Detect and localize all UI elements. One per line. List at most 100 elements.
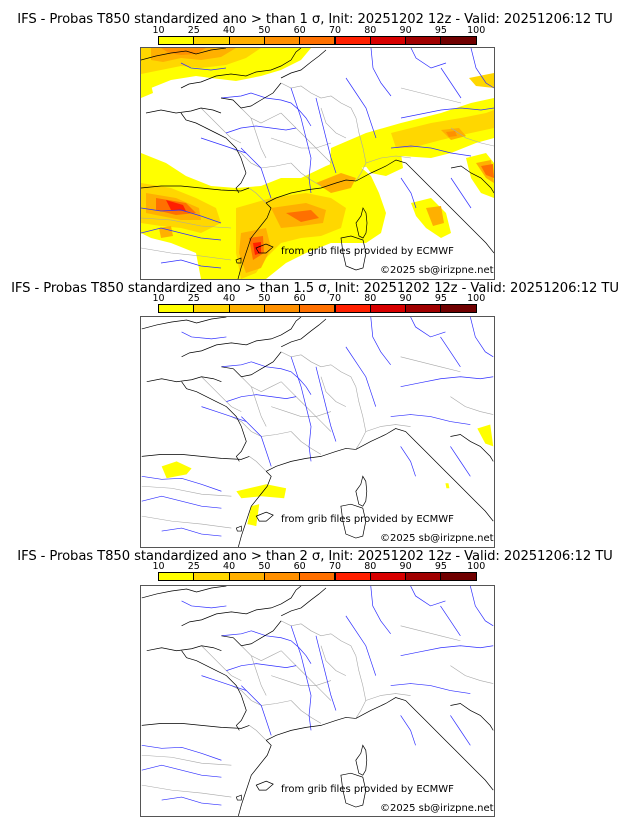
- colorbar-tick-label: 60: [293, 25, 306, 36]
- colorbar-tick-label: 80: [364, 293, 377, 304]
- coast-line: [280, 49, 327, 79]
- coast-line: [355, 697, 494, 791]
- border-line: [365, 693, 411, 701]
- river-line: [141, 495, 222, 509]
- colorbar: 10 25 40 50 60 70 80 90 95 100: [152, 294, 485, 313]
- border-line: [355, 386, 367, 450]
- colorbar-segment: [440, 36, 477, 45]
- probability-shading: [161, 424, 494, 527]
- river-line: [161, 796, 222, 806]
- probability-map[interactable]: from grib files provided by ECMWF ©2025 …: [140, 316, 495, 548]
- coast-line: [255, 511, 274, 522]
- river-line: [221, 361, 312, 395]
- coast-line: [220, 82, 282, 109]
- river-line: [345, 615, 377, 676]
- colorbar-tick-label: 60: [293, 293, 306, 304]
- border-line: [450, 665, 494, 684]
- border-line: [355, 655, 367, 719]
- panel-title: IFS - Probas T850 standardized ano > tha…: [11, 281, 619, 296]
- coast-line: [355, 159, 494, 254]
- coast-line: [221, 351, 282, 378]
- border-line: [240, 107, 282, 124]
- colorbar-segment: [193, 304, 230, 313]
- river-line: [160, 259, 222, 269]
- river-line: [410, 586, 446, 607]
- colorbar-segment: [369, 304, 407, 313]
- border-line: [141, 217, 232, 229]
- river-line: [400, 376, 494, 388]
- coastlines: [141, 586, 494, 816]
- river-line: [201, 675, 247, 691]
- credit-copyright: ©2025 sb@irizpne.net: [380, 803, 494, 814]
- colorbar-segment: [263, 36, 301, 45]
- river-line: [440, 336, 461, 367]
- river-line: [345, 77, 377, 139]
- colorbar-tick-label: 95: [434, 293, 447, 304]
- colorbar-segment: [405, 304, 442, 313]
- coast-line: [235, 794, 242, 801]
- river-line: [220, 92, 312, 127]
- river-line: [290, 356, 312, 462]
- colorbar-segment: [440, 572, 477, 581]
- river-line: [345, 346, 377, 407]
- river-line: [400, 446, 416, 477]
- border-line: [320, 107, 347, 139]
- colorbar-segment: [405, 572, 442, 581]
- colorbar-segment: [158, 36, 195, 45]
- river-line: [370, 48, 392, 97]
- colorbar-segment: [193, 572, 230, 581]
- colorbar-segment: [440, 304, 477, 313]
- colorbar-segment: [228, 572, 265, 581]
- probability-area: [391, 110, 494, 148]
- river-line: [181, 331, 227, 340]
- colorbar-tick-label: 95: [434, 561, 447, 572]
- probability-map[interactable]: from grib files provided by ECMWF ©2025 …: [140, 47, 495, 280]
- coast-line: [235, 257, 242, 264]
- colorbar-segment: [369, 36, 407, 45]
- river-line: [181, 600, 227, 609]
- coast-line: [235, 525, 242, 532]
- probability-shading: [141, 48, 494, 279]
- river-line: [469, 586, 494, 627]
- colorbar-tick-label: 90: [399, 25, 412, 36]
- rivers: [141, 586, 494, 806]
- river-line: [240, 147, 272, 199]
- border-line: [271, 406, 332, 417]
- border-line: [290, 700, 322, 724]
- colorbar-tick-label: 70: [328, 561, 342, 572]
- coast-line: [237, 202, 272, 279]
- admin-borders: [141, 82, 494, 261]
- probability-map[interactable]: from grib files provided by ECMWF ©2025 …: [140, 585, 495, 817]
- border-line: [280, 82, 357, 119]
- river-line: [400, 645, 494, 657]
- colorbar-segment: [334, 572, 371, 581]
- coast-line: [141, 317, 227, 330]
- coast-line: [221, 620, 282, 647]
- border-line: [141, 754, 232, 766]
- border-line: [231, 416, 292, 437]
- border-line: [231, 685, 292, 706]
- colorbar-tick-label: 10: [152, 293, 165, 304]
- river-line: [290, 87, 312, 194]
- colorbar-tick-label: 50: [258, 293, 271, 304]
- coast-line: [238, 740, 272, 816]
- coast-line: [266, 717, 356, 741]
- river-line: [141, 744, 222, 761]
- border-line: [141, 784, 232, 798]
- river-line: [161, 527, 222, 537]
- credit-copyright: ©2025 sb@irizpne.net: [380, 533, 494, 544]
- map-canvas: [141, 317, 494, 547]
- river-line: [370, 586, 391, 635]
- coast-line: [141, 454, 250, 460]
- probability-area: [481, 164, 494, 178]
- border-line: [241, 645, 282, 662]
- probability-area: [253, 242, 261, 255]
- border-line: [320, 376, 347, 407]
- river-line: [469, 317, 494, 358]
- border-line: [201, 645, 242, 681]
- river-line: [226, 394, 297, 402]
- river-line: [200, 137, 247, 154]
- admin-borders: [141, 351, 494, 529]
- river-line: [470, 48, 494, 89]
- border-line: [251, 386, 267, 427]
